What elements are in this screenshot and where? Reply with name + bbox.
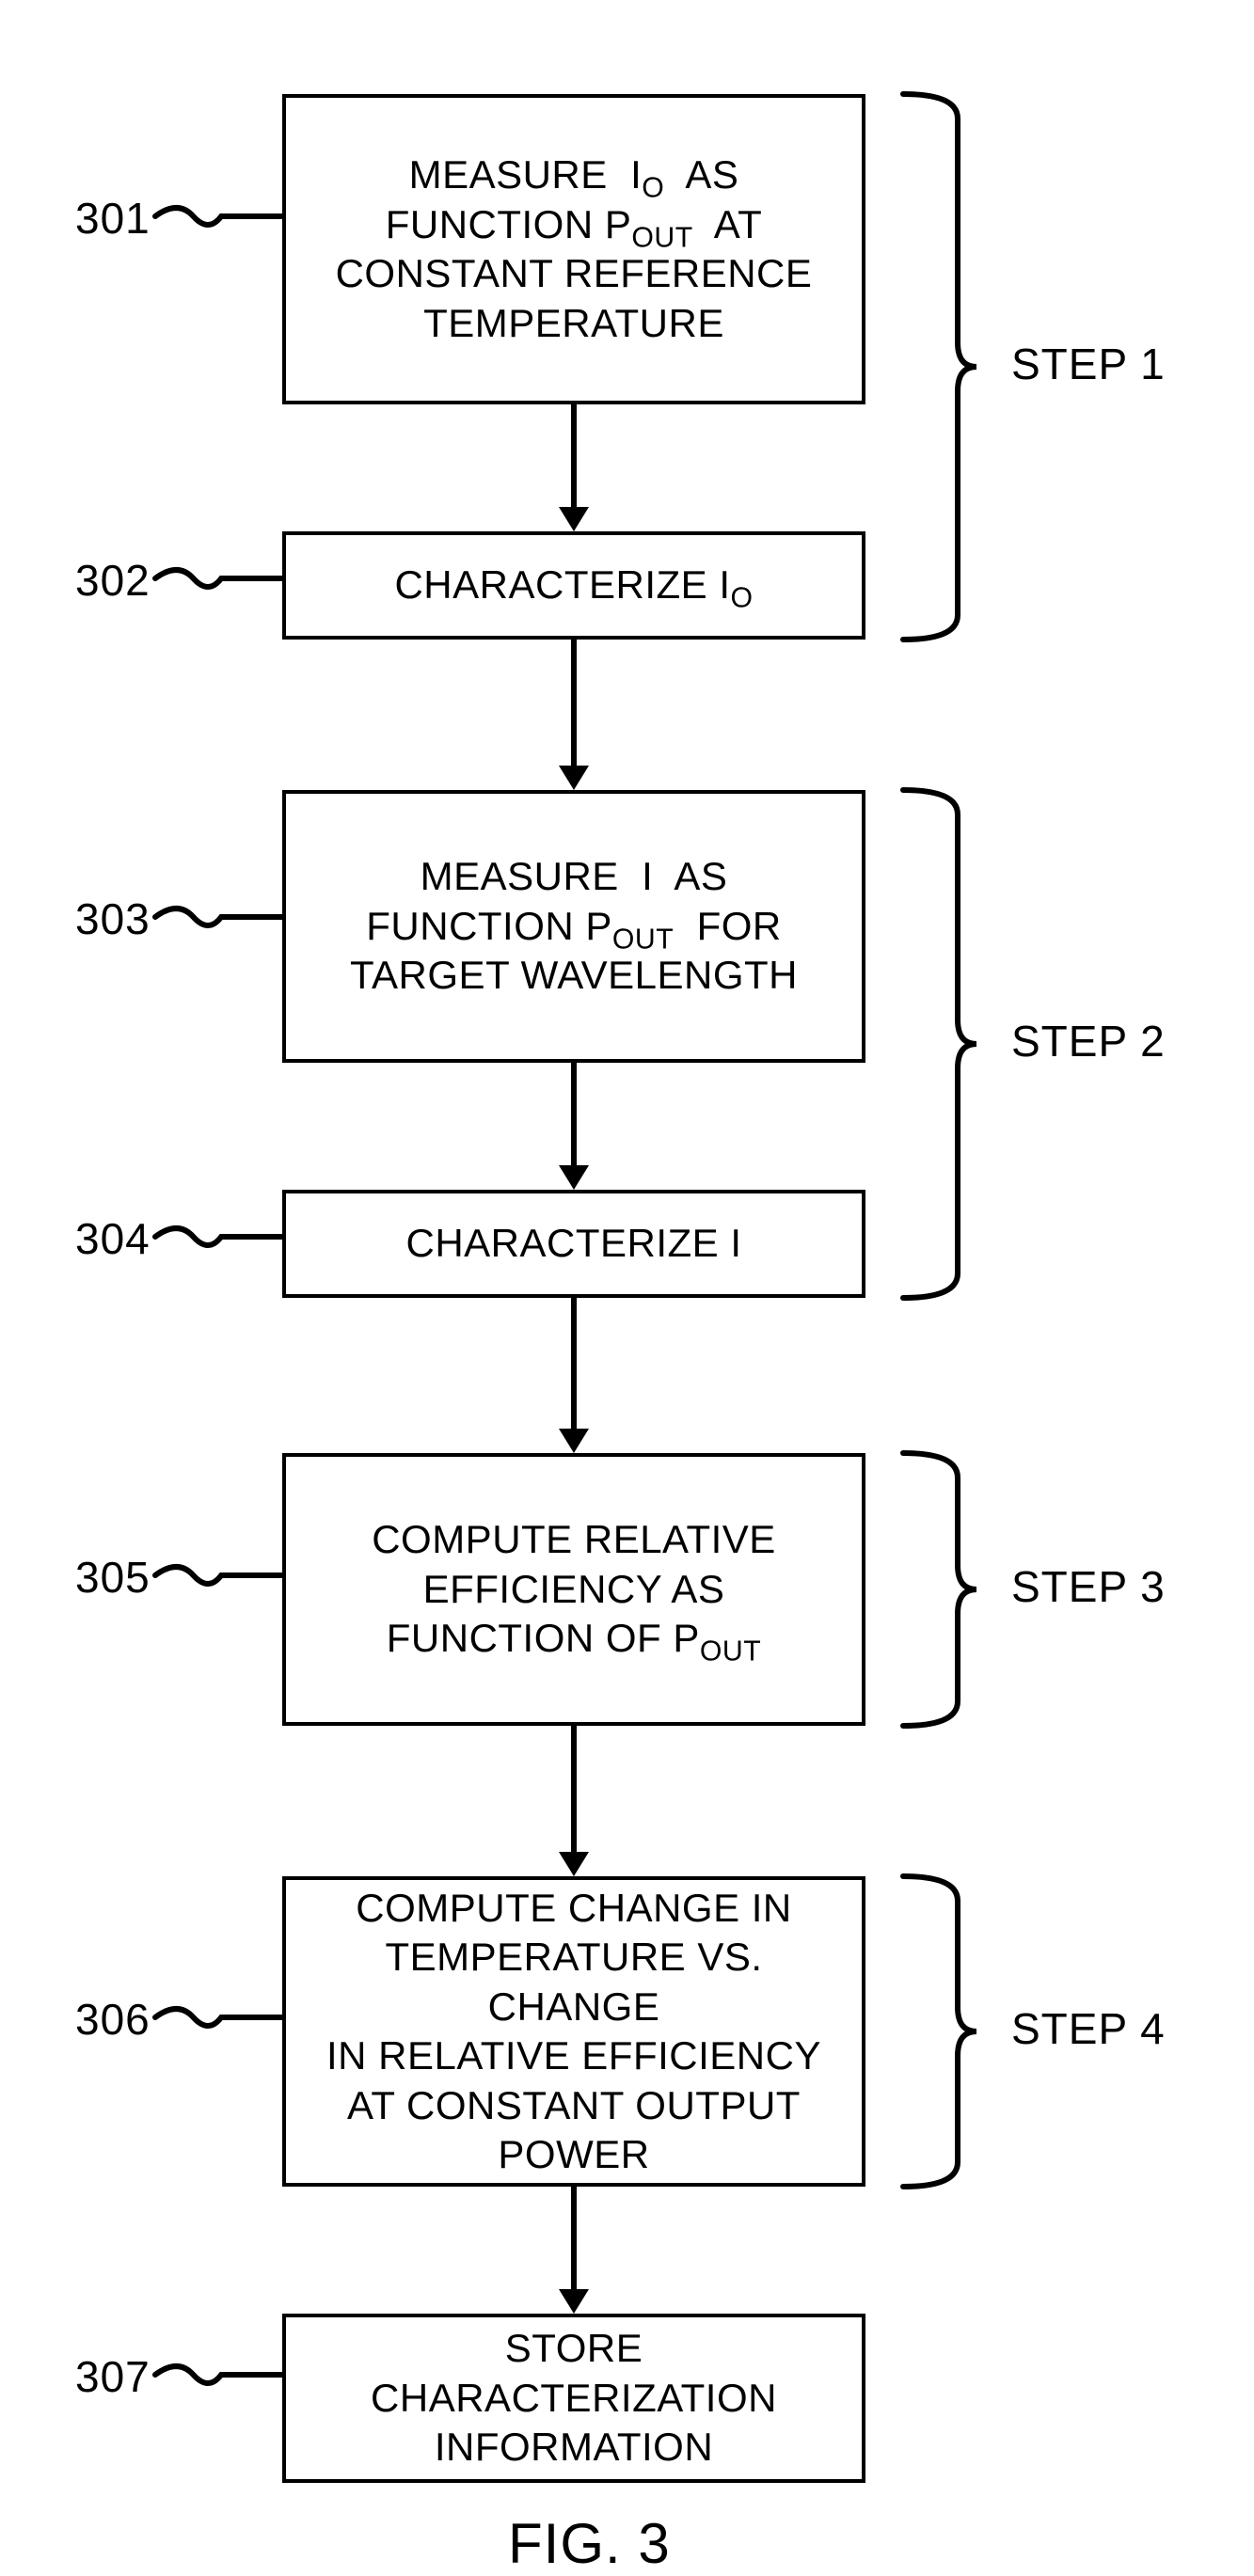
box-305: COMPUTE RELATIVEEFFICIENCY ASFUNCTION OF…	[282, 1453, 865, 1726]
box-302: CHARACTERIZE IO	[282, 531, 865, 640]
figure-label: FIG. 3	[508, 2511, 671, 2576]
ref-label-301: 301	[75, 193, 151, 244]
ref-label-306: 306	[75, 1994, 151, 2045]
box-303: MEASURE I ASFUNCTION POUT FORTARGET WAVE…	[282, 790, 865, 1063]
box-307: STORE CHARACTERIZATIONINFORMATION	[282, 2314, 865, 2483]
box-307-text: STORE CHARACTERIZATIONINFORMATION	[301, 2324, 847, 2473]
box-306: COMPUTE CHANGE INTEMPERATURE VS. CHANGEI…	[282, 1876, 865, 2187]
ref-label-302: 302	[75, 555, 151, 606]
box-304: CHARACTERIZE I	[282, 1190, 865, 1298]
diagram-canvas: MEASURE IO ASFUNCTION POUT ATCONSTANT RE…	[0, 0, 1254, 2574]
box-303-text: MEASURE I ASFUNCTION POUT FORTARGET WAVE…	[350, 852, 798, 1001]
step-label-2: STEP 2	[1011, 1016, 1166, 1067]
step-label-4: STEP 4	[1011, 2003, 1166, 2054]
step-label-3: STEP 3	[1011, 1561, 1166, 1612]
box-305-text: COMPUTE RELATIVEEFFICIENCY ASFUNCTION OF…	[372, 1515, 776, 1664]
ref-label-304: 304	[75, 1213, 151, 1264]
box-306-text: COMPUTE CHANGE INTEMPERATURE VS. CHANGEI…	[301, 1884, 847, 2180]
box-301-text: MEASURE IO ASFUNCTION POUT ATCONSTANT RE…	[336, 150, 813, 348]
box-301: MEASURE IO ASFUNCTION POUT ATCONSTANT RE…	[282, 94, 865, 404]
box-304-text: CHARACTERIZE I	[405, 1219, 741, 1269]
ref-label-303: 303	[75, 893, 151, 944]
ref-label-307: 307	[75, 2351, 151, 2402]
ref-label-305: 305	[75, 1552, 151, 1603]
box-302-text: CHARACTERIZE IO	[394, 561, 753, 610]
step-label-1: STEP 1	[1011, 339, 1166, 389]
